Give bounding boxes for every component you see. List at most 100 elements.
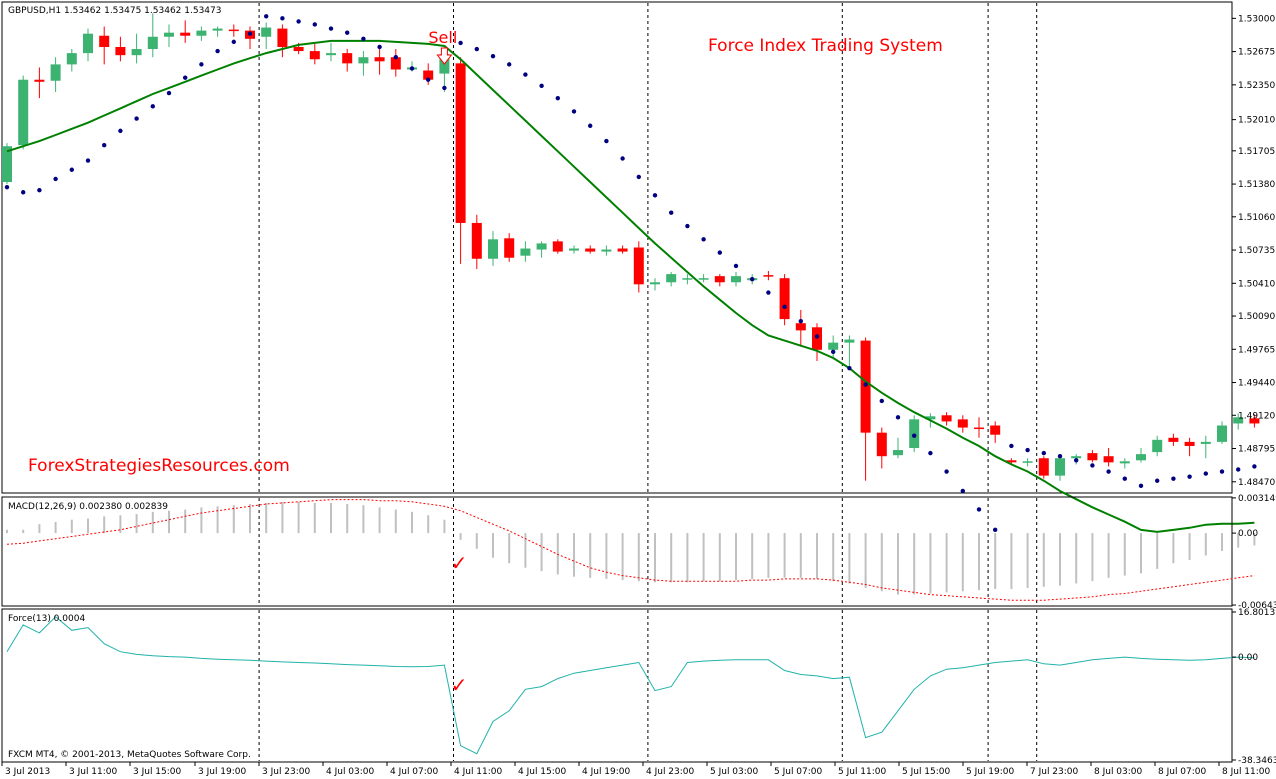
candle-body — [714, 276, 725, 283]
candle-body — [633, 247, 644, 285]
sar-dot — [701, 237, 706, 242]
sar-dot — [183, 75, 188, 80]
sar-dot — [555, 95, 560, 101]
candle-body — [1119, 461, 1130, 464]
candle-body — [828, 342, 839, 350]
sar-dot — [1106, 469, 1111, 474]
sar-dot — [69, 167, 75, 172]
candle-body — [957, 419, 968, 428]
sar-dot — [215, 48, 220, 54]
candle-body — [2, 146, 12, 183]
candle-body — [731, 276, 741, 283]
candle-body — [974, 427, 984, 430]
sar-dot — [393, 55, 398, 60]
x-tick-label: 5 Jul 19:00 — [966, 767, 1015, 777]
y-tick-label: 0.003149 — [1238, 494, 1276, 504]
candle-body — [990, 425, 1001, 435]
macd-panel-frame — [1, 496, 1233, 607]
sar-dot — [912, 433, 917, 438]
sar-dot — [652, 193, 658, 198]
candle-body — [1103, 456, 1114, 463]
sell-arrow-icon — [436, 47, 453, 65]
candle-body — [18, 79, 29, 146]
force-panel[interactable]: Force(13) 0.0004 ✓ FXCM MT4, © 2001-2013… — [1, 608, 1255, 763]
sar-dot — [409, 66, 415, 71]
sar-dot — [895, 415, 901, 420]
candle-body — [293, 46, 304, 52]
candle-body — [1152, 439, 1163, 453]
candle-body — [488, 239, 498, 259]
candle-body — [1184, 441, 1195, 446]
sar-dot — [134, 116, 139, 121]
sar-dot — [312, 22, 317, 27]
sar-dot — [507, 62, 512, 67]
candle-body — [601, 249, 612, 252]
sar-dot — [442, 85, 447, 91]
sar-dot — [831, 349, 836, 355]
y-tick-label: 1.50410 — [1238, 279, 1275, 289]
sar-dot — [847, 366, 852, 371]
candle-body — [1249, 418, 1260, 424]
candle-body — [779, 278, 790, 320]
sar-dot — [717, 250, 722, 255]
sar-dot — [264, 14, 269, 19]
force-label: Force(13) 0.0004 — [8, 614, 85, 624]
sar-dot — [21, 190, 26, 195]
x-tick-label: 3 Jul 15:00 — [133, 767, 182, 777]
sar-dot — [1155, 478, 1160, 483]
candle-body — [180, 32, 191, 36]
candle-body — [423, 70, 434, 80]
candle-body — [504, 238, 515, 258]
sar-dot — [166, 90, 172, 96]
candle-body — [277, 28, 288, 47]
y-tick-label: -38.3463 — [1238, 756, 1276, 766]
sar-dot — [993, 527, 998, 533]
copyright-footer: FXCM MT4, © 2001-2013, MetaQuotes Softwa… — [8, 750, 251, 760]
candle-body — [261, 27, 272, 37]
y-tick-label: 1.52010 — [1238, 116, 1275, 126]
candle-body — [196, 30, 207, 36]
candle-body — [795, 323, 806, 331]
macd-signal-line — [6, 499, 1255, 601]
candle-body — [698, 278, 709, 280]
y-tick-label: 1.52675 — [1238, 48, 1275, 58]
x-tick-label: 7 Jul 23:00 — [1030, 767, 1079, 777]
candle-body — [552, 241, 563, 252]
candle-body — [1200, 441, 1211, 444]
chart-title: Force Index Trading System — [708, 36, 943, 56]
sma-line — [6, 39, 1255, 533]
sar-dot — [798, 318, 803, 324]
sar-dot — [345, 30, 350, 35]
macd-panel[interactable]: MACD(12,26,9) 0.002380 0.002839 ✓ — [1, 496, 1256, 607]
candle-body — [763, 275, 774, 277]
x-axis-labels: 3 Jul 2013 3 Jul 11:00 3 Jul 15:00 3 Jul 19… — [1, 762, 1271, 777]
sar-dot — [4, 184, 10, 190]
x-tick-label: 8 Jul 07:00 — [1158, 767, 1207, 777]
y-tick-label: -0.006435 — [1238, 601, 1276, 611]
sar-dot — [474, 46, 479, 52]
site-watermark: ForexStrategiesResources.com — [28, 456, 290, 476]
sar-dot — [1171, 476, 1176, 481]
candle-body — [941, 415, 952, 422]
sar-dot — [814, 334, 820, 339]
candle-body — [666, 274, 677, 283]
sar-dot — [1074, 458, 1079, 463]
x-tick-label: 8 Jul 11:00 — [1222, 767, 1271, 777]
sar-dot — [150, 104, 155, 109]
sar-dot — [879, 398, 884, 404]
candle-body — [925, 416, 936, 420]
force-line — [6, 616, 1255, 755]
sar-dot — [928, 450, 933, 456]
price-panel[interactable]: GBPUSD,H1 1.53462 1.53475 1.53462 1.5347… — [1, 1, 1260, 533]
x-tick-label: 4 Jul 07:00 — [390, 767, 439, 777]
x-tick-label: 5 Jul 15:00 — [902, 767, 951, 777]
candle-body — [1038, 458, 1049, 476]
y-tick-label: 0.00 — [1238, 529, 1258, 539]
candle-body — [1071, 456, 1082, 459]
sar-dot — [328, 26, 334, 31]
x-tick-label: 4 Jul 15:00 — [518, 767, 567, 777]
y-tick-label: 1.49440 — [1238, 379, 1275, 389]
sar-dot — [539, 83, 544, 89]
candle-body — [228, 29, 239, 32]
sar-dot — [782, 304, 787, 310]
